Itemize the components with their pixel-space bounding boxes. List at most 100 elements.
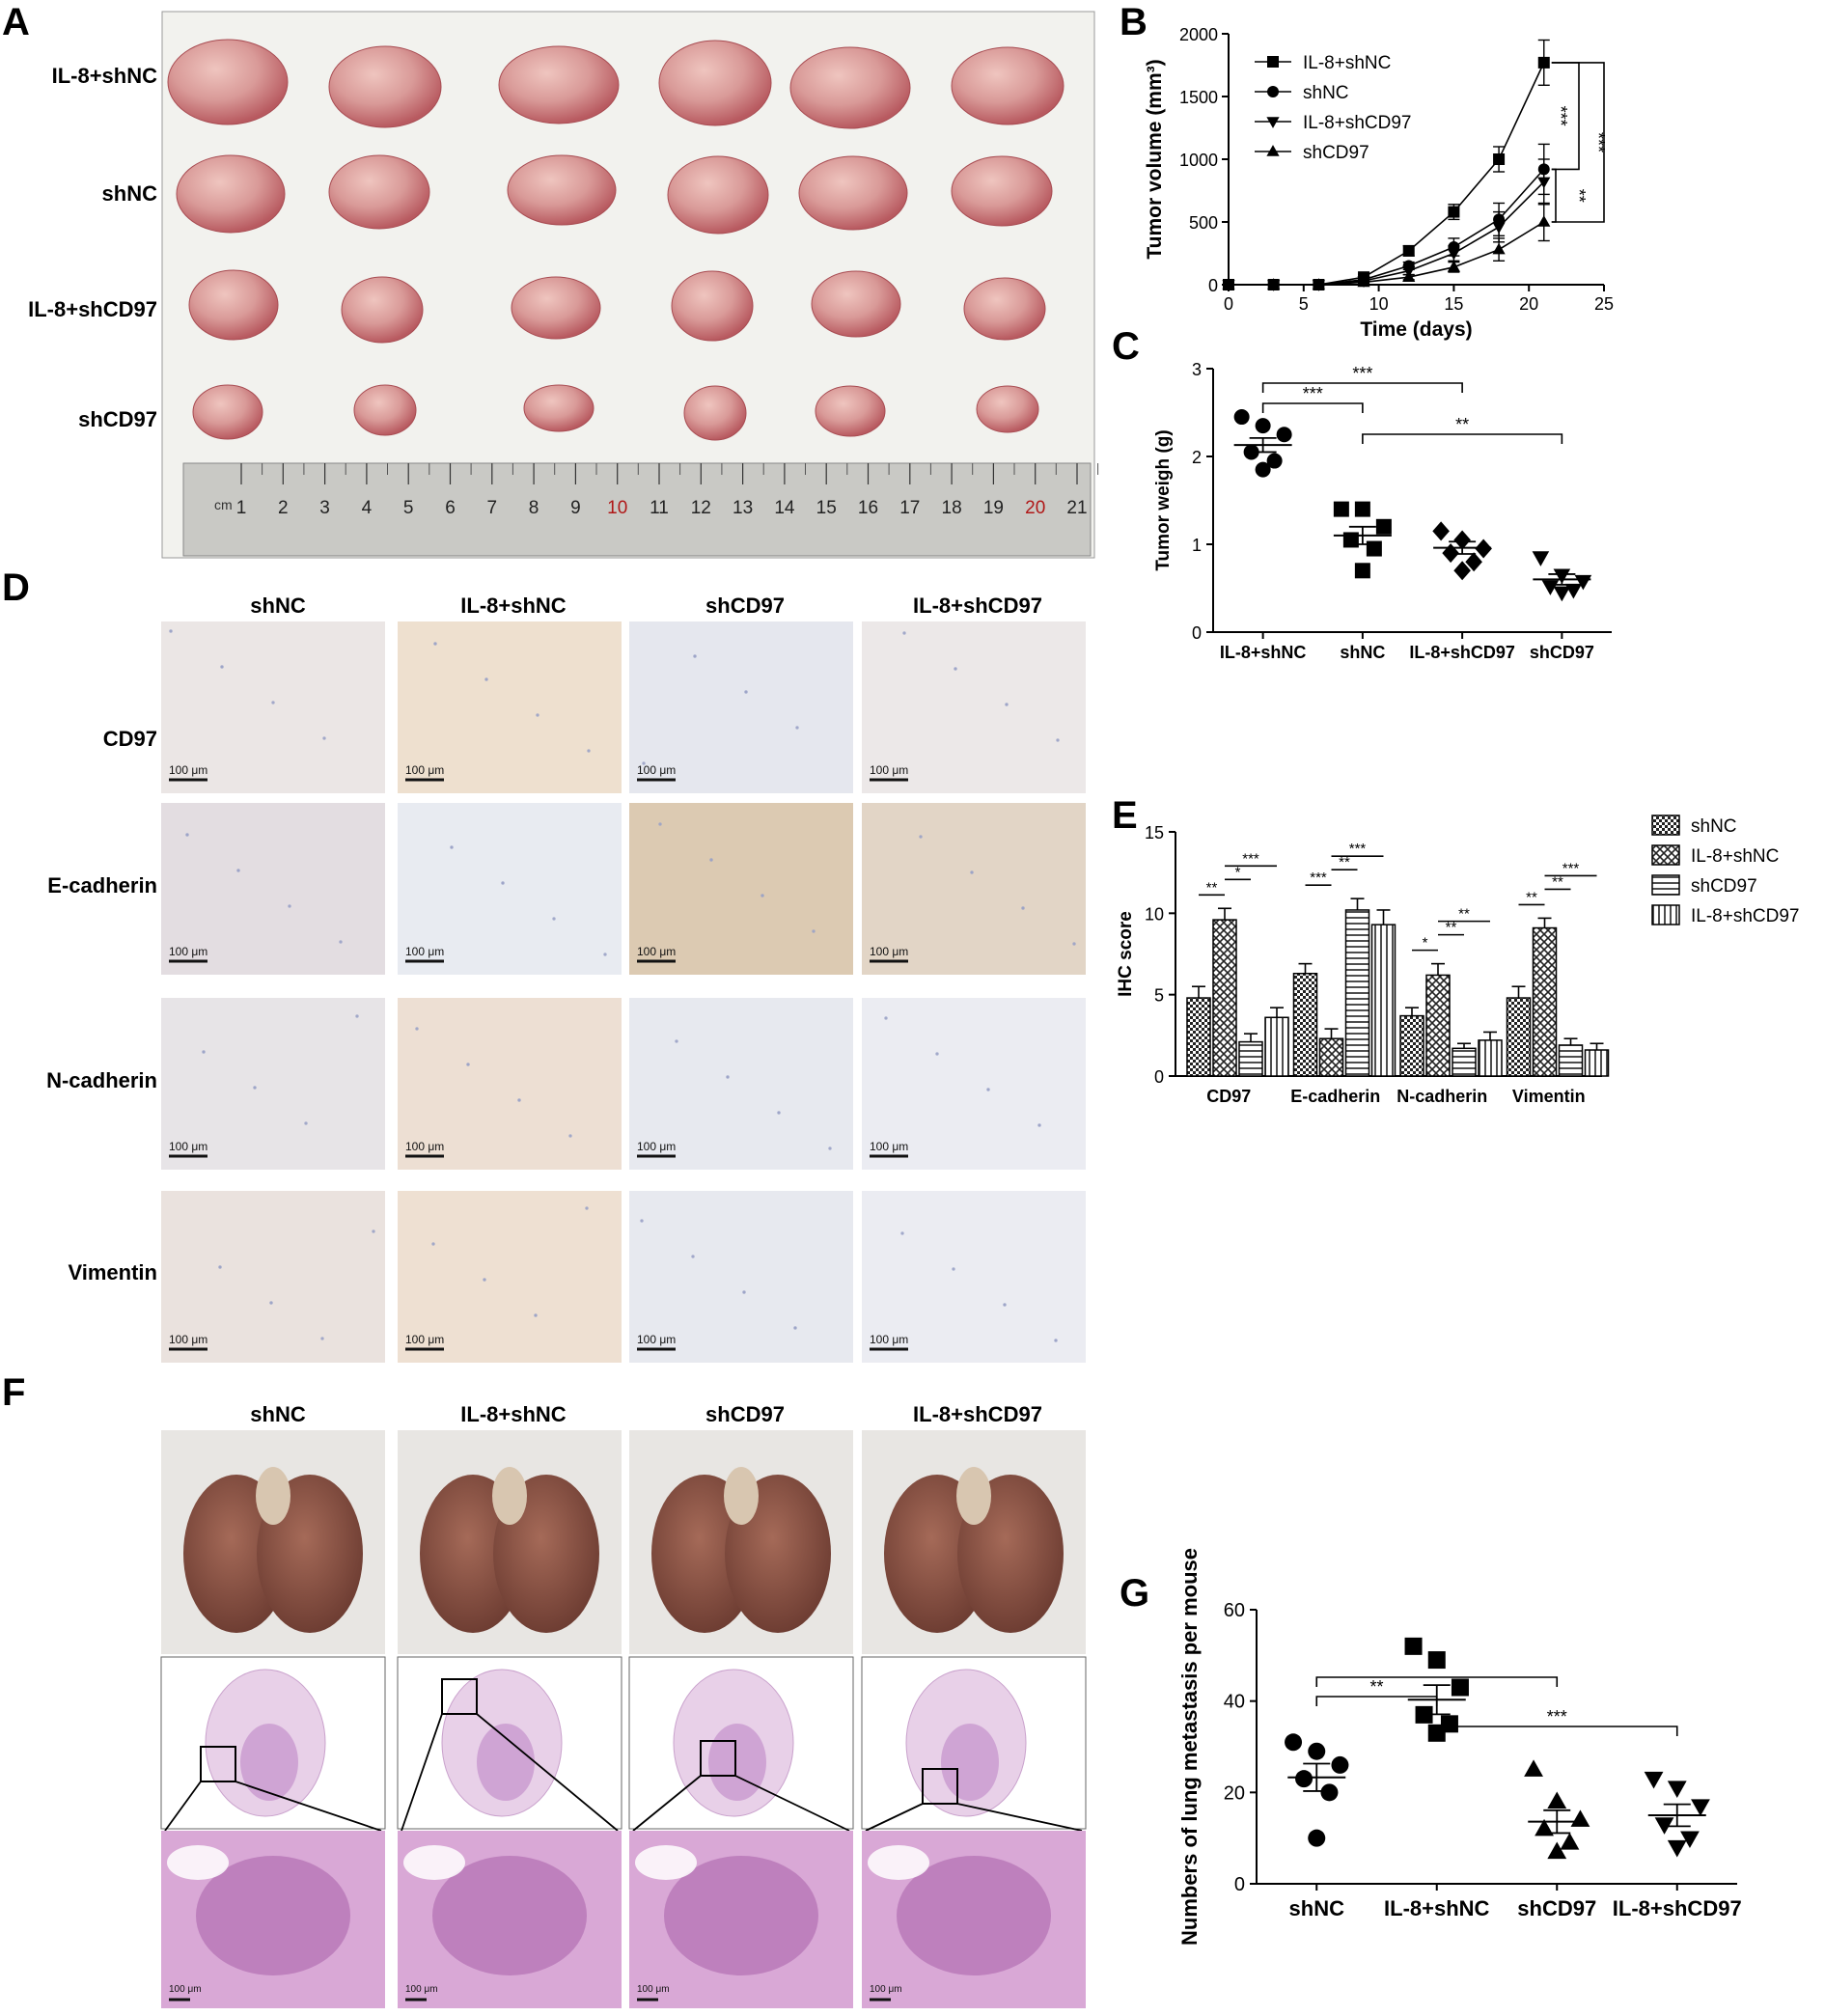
ruler-tick-label: 18 bbox=[942, 498, 962, 518]
ihc-nucleus bbox=[483, 1278, 486, 1282]
metastasis-nodule bbox=[196, 1856, 350, 1975]
scale-bar-label: 100 μm bbox=[870, 763, 908, 777]
data-point bbox=[1308, 1742, 1326, 1760]
ruler-tick-label: 2 bbox=[278, 498, 289, 518]
scale-bar-label: 100 μm bbox=[637, 1140, 676, 1153]
significance-label: *** bbox=[1310, 870, 1327, 886]
ihc-nucleus bbox=[952, 1267, 955, 1271]
ruler-tick-label: 19 bbox=[983, 498, 1004, 518]
tumor bbox=[176, 154, 286, 234]
zoom-line bbox=[476, 1713, 619, 1832]
legend-swatch bbox=[1651, 844, 1680, 866]
data-point bbox=[1465, 552, 1482, 572]
data-point bbox=[1402, 244, 1415, 257]
y-axis-label: Tumor weigh (g) bbox=[1153, 429, 1174, 570]
tumor bbox=[341, 276, 424, 344]
data-point bbox=[1553, 586, 1571, 602]
ihc-nucleus bbox=[253, 1086, 257, 1090]
ihc-nucleus bbox=[372, 1229, 375, 1233]
lung-col-label-3: shCD97 bbox=[705, 1402, 785, 1426]
ihc-image bbox=[161, 803, 385, 975]
ihc-nucleus bbox=[691, 1255, 695, 1258]
series-line bbox=[1229, 180, 1545, 286]
trachea bbox=[724, 1467, 759, 1525]
data-point bbox=[1492, 222, 1506, 235]
legend-label: shNC bbox=[1303, 83, 1349, 103]
ihc-nucleus bbox=[919, 835, 923, 839]
ihc-nucleus bbox=[1054, 1339, 1058, 1342]
tumor bbox=[167, 39, 289, 125]
data-point bbox=[1447, 248, 1460, 261]
tumor bbox=[951, 155, 1053, 227]
scale-bar-label: 100 μm bbox=[870, 1984, 902, 1995]
data-point bbox=[1644, 1771, 1664, 1789]
ihc-image bbox=[862, 1191, 1086, 1363]
panel-letter-a: A bbox=[2, 1, 30, 43]
legend-swatch bbox=[1651, 874, 1680, 896]
ihc-nucleus bbox=[884, 1016, 888, 1020]
ihc-score-bar-chart: E 0 5 10 15 IHC score CD97 E-cadherin N-cadherin… bbox=[1112, 794, 1799, 1106]
ihc-nucleus bbox=[1037, 1123, 1041, 1127]
ruler-tick-label: 10 bbox=[607, 498, 627, 518]
legend-swatch bbox=[1651, 904, 1680, 925]
ruler-tick-label: 1 bbox=[236, 498, 247, 518]
data-point bbox=[1333, 501, 1349, 517]
y-tick-label: 0 bbox=[1208, 276, 1218, 295]
ihc-nucleus bbox=[900, 1231, 904, 1235]
ihc-nucleus bbox=[304, 1121, 308, 1125]
significance-label: ** bbox=[1526, 889, 1537, 905]
scale-bar-label: 100 μm bbox=[870, 1333, 908, 1346]
bar bbox=[1584, 1049, 1610, 1077]
ihc-nucleus bbox=[169, 629, 173, 633]
tumor bbox=[188, 269, 279, 341]
lung-section-dense bbox=[477, 1724, 535, 1801]
ihc-nucleus bbox=[552, 917, 556, 921]
ruler-ticks: 1 2 3 4 5 6 7 8 9 10 11 12 13 14 15 16 17 18 19 20 21 bbox=[236, 463, 1099, 518]
ihc-nucleus bbox=[1056, 738, 1060, 742]
lung-section-dense bbox=[941, 1724, 999, 1801]
panel-letter: G bbox=[1120, 1572, 1149, 1615]
ihc-nucleus bbox=[935, 1052, 939, 1056]
ihc-row-label-3: N-cadherin bbox=[46, 1068, 157, 1092]
x-tick-label: IL-8+shNC bbox=[1384, 1896, 1490, 1920]
zoom-line bbox=[401, 1713, 443, 1832]
data-point bbox=[1547, 1791, 1567, 1809]
scale-bar-label: 100 μm bbox=[870, 945, 908, 958]
data-point bbox=[1276, 427, 1292, 443]
zoom-line bbox=[865, 1803, 924, 1832]
ihc-nucleus bbox=[536, 713, 539, 717]
significance-label: ** bbox=[1369, 1677, 1383, 1697]
trachea bbox=[256, 1467, 290, 1525]
tumor-photo-panel: cm 1 2 3 4 5 6 7 8 9 10 11 12 13 14 15 16 17 18 19 20 21 IL-… bbox=[28, 11, 1099, 559]
ruler-unit: cm bbox=[214, 497, 233, 512]
scale-bar-label: 100 μm bbox=[637, 945, 676, 958]
scale-bar-label: 100 μm bbox=[405, 945, 444, 958]
ihc-nucleus bbox=[828, 1146, 832, 1150]
ihc-nucleus bbox=[433, 642, 437, 646]
tumor-row-label-3: IL-8+shCD97 bbox=[28, 297, 157, 321]
legend-marker bbox=[1267, 86, 1279, 97]
ihc-nucleus bbox=[185, 833, 189, 837]
ruler-tick-label: 16 bbox=[858, 498, 878, 518]
bar bbox=[1344, 909, 1370, 1077]
x-tick-label: N-cadherin bbox=[1396, 1087, 1487, 1106]
ruler-tick-label: 17 bbox=[899, 498, 920, 518]
tumor bbox=[683, 385, 747, 441]
metastasis-nodule bbox=[664, 1856, 818, 1975]
significance-label: *** bbox=[1303, 384, 1323, 403]
tumor bbox=[507, 154, 617, 226]
lung-panel: shNC IL-8+shNC shCD97 IL-8+shCD97 100 μm… bbox=[160, 1402, 1087, 2008]
ihc-nucleus bbox=[1021, 906, 1025, 910]
ihc-nucleus bbox=[986, 1088, 990, 1091]
ihc-nucleus bbox=[793, 1326, 797, 1330]
airspace bbox=[403, 1845, 465, 1880]
significance-label: ** bbox=[1339, 854, 1350, 870]
ruler-tick-label: 6 bbox=[445, 498, 456, 518]
bar bbox=[1370, 924, 1396, 1077]
tumor bbox=[798, 155, 908, 231]
ihc-nucleus bbox=[742, 1290, 746, 1294]
x-tick-label: E-cadherin bbox=[1290, 1087, 1380, 1106]
x-tick-label: IL-8+shCD97 bbox=[1409, 643, 1515, 662]
y-axis-label: Numbers of lung metastasis per mouse bbox=[1177, 1548, 1202, 1946]
significance-label: *** bbox=[1562, 860, 1580, 876]
